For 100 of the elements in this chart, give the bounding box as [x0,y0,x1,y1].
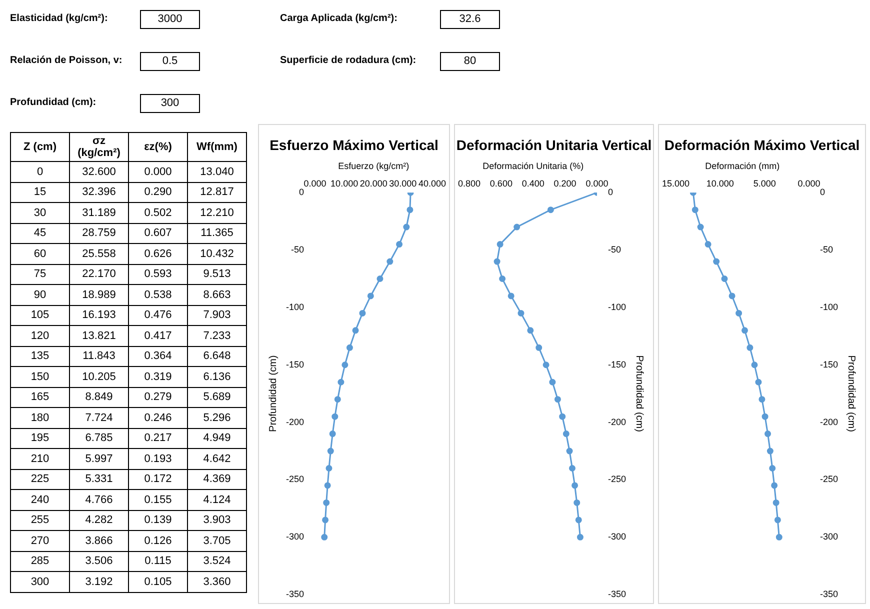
x-tick-label: 0.200 [554,178,576,189]
data-label: 3.192 [70,572,128,592]
y-tick-label: -150 [286,359,304,370]
x-axis-title: Deformación (mm) [705,160,780,171]
data-label: 10.205 [70,366,128,387]
point [514,224,520,230]
data-label: 0.593 [128,264,188,284]
data-label: 0.290 [128,182,188,202]
y-axis-title: Z (cm) [10,132,70,162]
text: Profundidad (cm): [10,97,96,108]
y-tick-label: 255 [10,510,70,530]
data-label: 25.558 [70,244,128,264]
chart-title: Deformación Máximo Vertical [663,137,861,153]
point [559,413,566,420]
text: Relación de Poisson, v: [10,55,122,66]
point [547,206,554,214]
data-label: 5.689 [188,387,246,408]
y-tick-label: -150 [820,359,838,370]
data-label: 6.136 [188,366,246,387]
y-tick-label: 210 [10,448,70,469]
y-tick-label: 0 [299,187,304,198]
data-label: 22.170 [70,264,128,284]
y-tick-label: -250 [286,474,304,484]
data-label: 4.124 [188,490,246,510]
data-label: 8.849 [70,387,128,408]
point [352,327,359,334]
data-label: 0.538 [128,284,188,305]
data-label: 6.785 [70,428,128,448]
data-label: 7.903 [188,305,246,326]
data-label: 12.817 [188,182,246,202]
data-label: 5.331 [70,469,128,490]
point [359,310,366,316]
y-tick-label: 180 [10,408,70,428]
point [376,275,384,282]
y-tick-label: -100 [820,302,838,312]
x-tick-label: 0.000 [586,178,608,189]
point [751,362,758,368]
x-tick-label: 10.000 [330,178,358,189]
data-label: 0.155 [128,490,188,510]
point [321,534,328,540]
text: Carga Aplicada (kg/cm²): [280,13,398,24]
x-tick-label: 5.000 [753,178,776,189]
data-label: 13.040 [188,162,246,182]
data-label: 4.642 [188,448,246,469]
data-label: 3.506 [70,551,128,572]
data-label: 0.105 [128,572,188,592]
data-label: 13.821 [70,326,128,346]
point [496,241,504,248]
data-label: 0.217 [128,428,188,448]
point [574,499,580,506]
y-tick-label: 0 [820,187,825,198]
y-tick-label: 0 [608,187,613,198]
point [329,430,336,438]
text: 0.5 [140,52,200,71]
text: 300 [140,94,200,113]
y-tick-label: 120 [10,326,70,346]
point [758,396,766,403]
data-label: 0.607 [128,223,188,244]
point [713,258,720,265]
data-label: 0.246 [128,408,188,428]
point [542,362,550,368]
point [769,465,776,472]
y-tick-label: -300 [608,532,626,542]
point [396,241,403,248]
text: Elasticidad (kg/cm²): [10,13,108,24]
data-label: 0.502 [128,202,188,223]
x-axis-title: Deformación Unitaria (%) [482,160,584,171]
data-label: 0.193 [128,448,188,469]
y-tick-label: 15 [10,182,70,202]
point [346,344,353,351]
data-label: 12.210 [188,202,246,223]
x-axis-title: Esfuerzo (kg/cm²) [338,160,410,171]
y-tick-label: -200 [820,416,838,427]
data-label: 0.279 [128,387,188,408]
data-label: 3.866 [70,530,128,551]
y-tick-label: -300 [820,532,838,542]
point [324,482,331,489]
data-label: 3.524 [188,551,246,572]
x-tick-label: 30.000 [389,178,417,189]
data-label: 18.989 [70,284,128,305]
data-label: 28.759 [70,223,128,244]
point [576,534,584,540]
point [536,344,542,351]
point [766,448,774,454]
point [499,275,506,282]
y-axis-title: Profundidad (cm) [633,355,644,432]
point [327,448,334,454]
data-label: 7.724 [70,408,128,428]
y-tick-label: -50 [820,244,833,255]
y-tick-label: -100 [608,302,626,312]
y-tick-label: -50 [608,244,621,255]
data-label: 4.282 [70,510,128,530]
point [403,224,410,230]
x-tick-label: Wf(mm) [188,132,246,162]
point [568,465,576,472]
point [326,465,332,472]
y-tick-label: 45 [10,223,70,244]
y-tick-label: -350 [820,589,838,600]
data-label: 32.600 [70,162,128,182]
point [572,482,578,489]
